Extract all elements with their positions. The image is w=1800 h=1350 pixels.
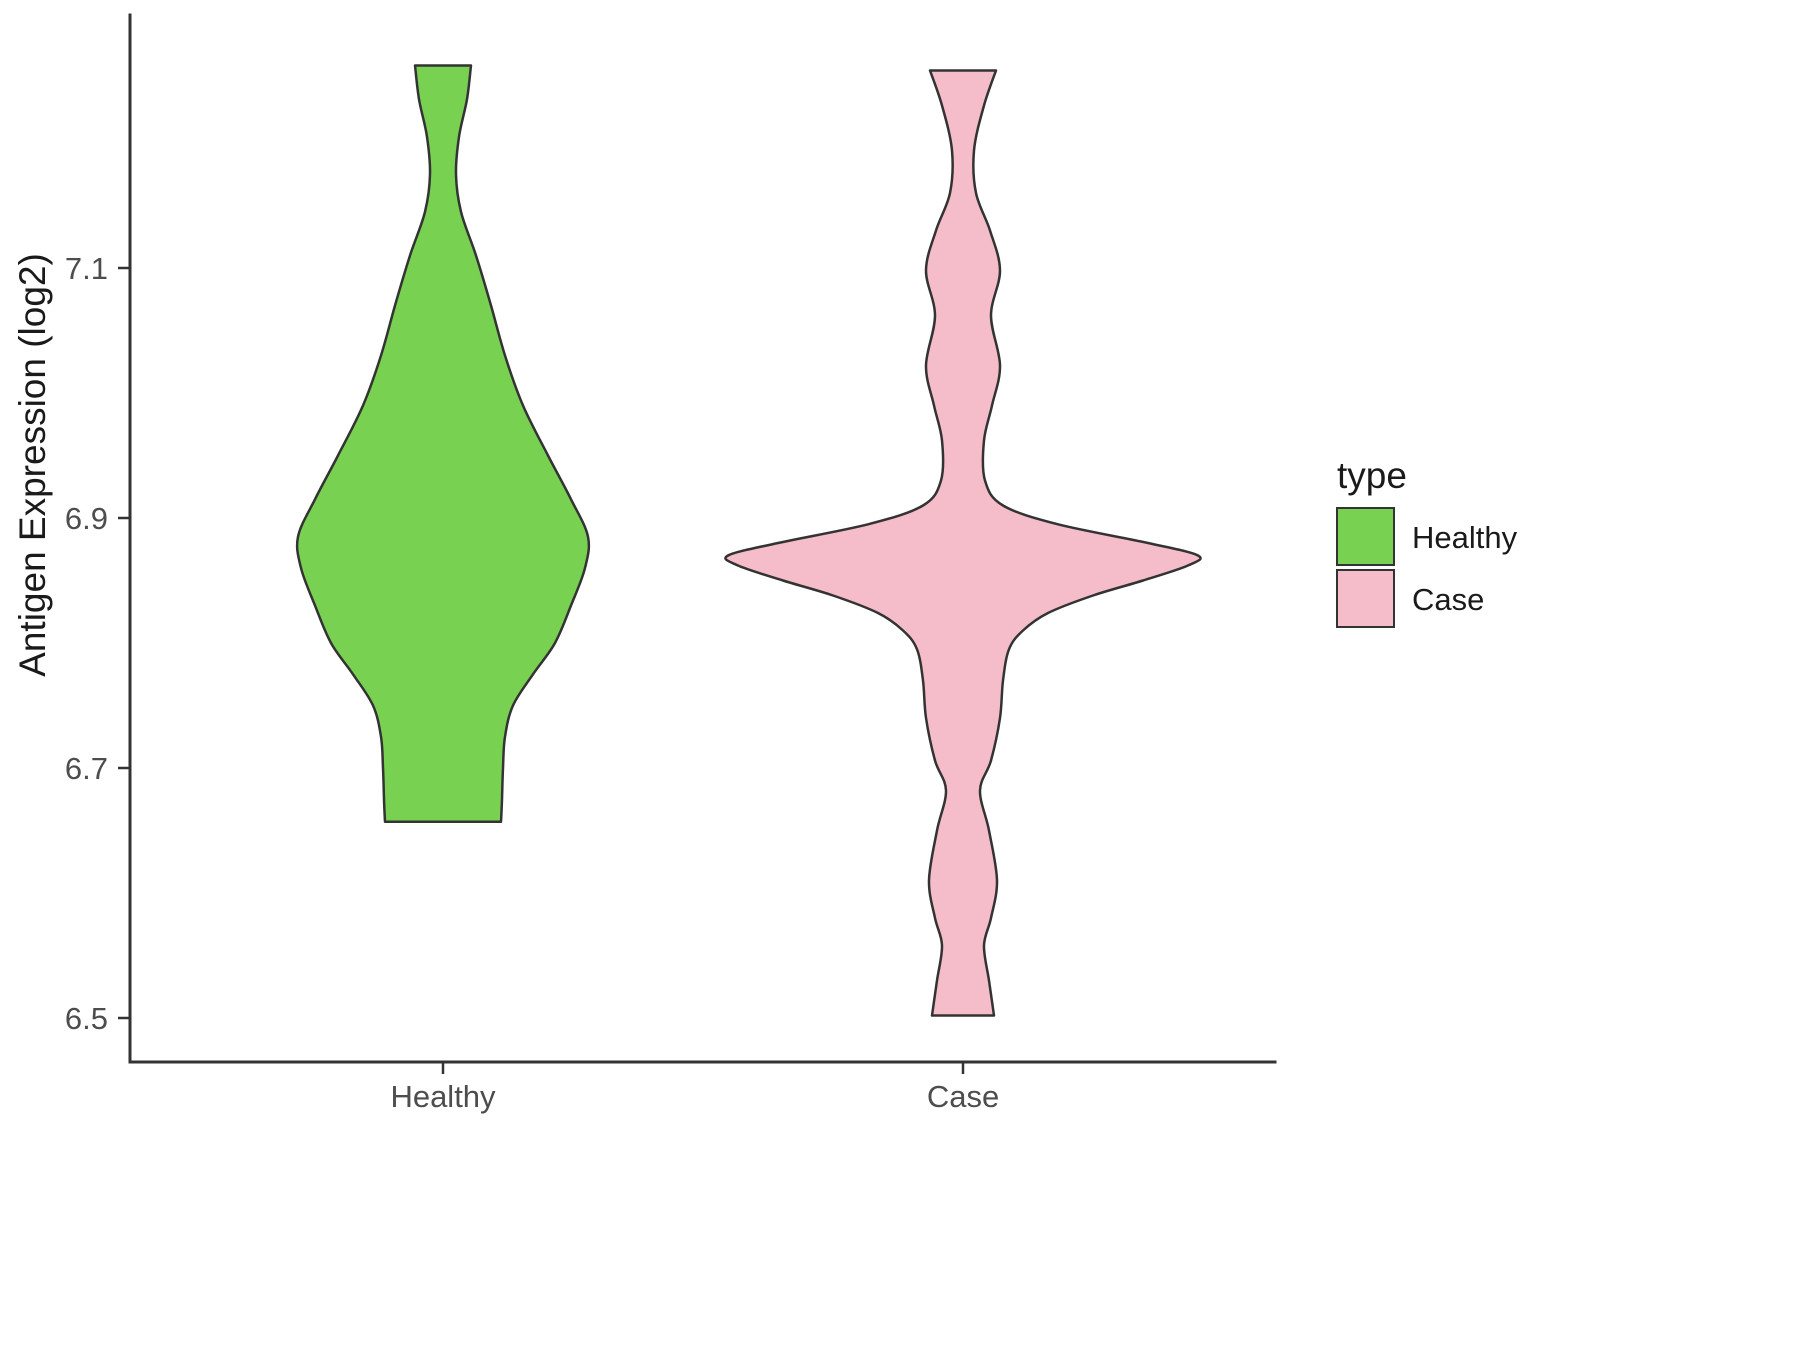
legend-label-case: Case [1412,582,1484,617]
y-tick-label-6-7: 6.7 [65,751,108,786]
legend-title: type [1337,455,1407,496]
y-tick-label-7-1: 7.1 [65,251,108,286]
violin-case [724,69,1202,1017]
x-tick-label-case: Case [927,1079,999,1114]
y-tick-label-6-5: 6.5 [65,1001,108,1036]
legend-label-healthy: Healthy [1412,520,1518,555]
x-tick-label-healthy: Healthy [390,1079,496,1114]
y-tick-label-6-9: 6.9 [65,501,108,536]
violin-healthy [295,64,591,824]
legend-key-case [1336,569,1395,628]
legend-key-healthy [1336,507,1395,566]
y-axis-title: Antigen Expression (log2) [12,253,53,677]
